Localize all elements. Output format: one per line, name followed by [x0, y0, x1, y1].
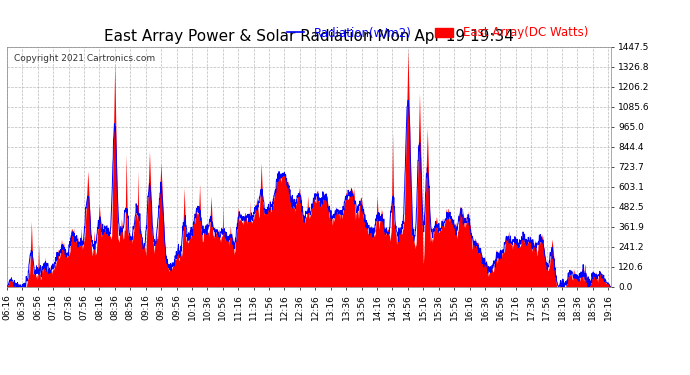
Legend: Radiation(w/m2), East Array(DC Watts): Radiation(w/m2), East Array(DC Watts): [282, 22, 593, 44]
Text: Copyright 2021 Cartronics.com: Copyright 2021 Cartronics.com: [14, 54, 155, 63]
Title: East Array Power & Solar Radiation Mon Apr 19 19:34: East Array Power & Solar Radiation Mon A…: [104, 29, 514, 44]
